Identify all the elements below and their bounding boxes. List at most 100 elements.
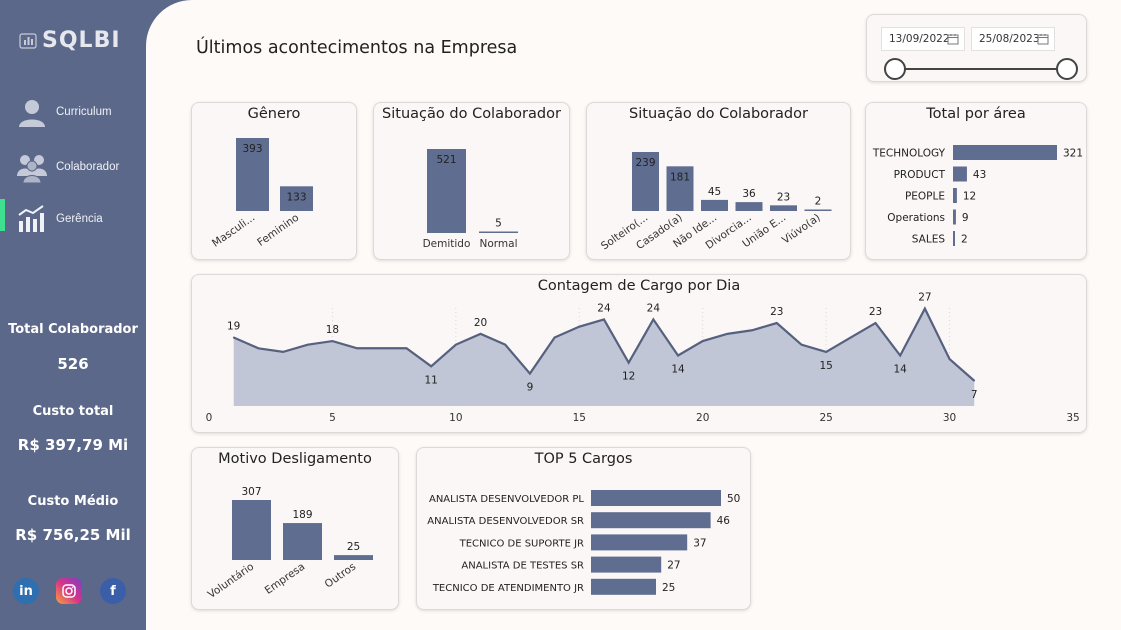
- data-point: [652, 318, 655, 321]
- data-point: [529, 372, 531, 375]
- data-point: [257, 347, 260, 350]
- facebook-icon[interactable]: f: [100, 578, 126, 604]
- data-point: [405, 347, 408, 350]
- data-point: [331, 340, 334, 342]
- tick-label: 10: [449, 412, 462, 424]
- calendar-icon[interactable]: [1037, 33, 1049, 45]
- bar: [953, 231, 955, 246]
- slider-start-handle[interactable]: [884, 58, 906, 80]
- tick-label: 35: [1066, 412, 1079, 424]
- bar: [334, 555, 373, 560]
- bar: [953, 209, 956, 225]
- data-label: 25: [347, 541, 360, 553]
- bar: [591, 490, 721, 506]
- bar: [591, 556, 662, 573]
- tick-label: SALES: [912, 234, 946, 246]
- logo-text: SQLBI: [42, 28, 121, 53]
- data-label: 12: [963, 191, 976, 203]
- tick-label: TECNICO DE SUPORTE JR: [459, 538, 584, 549]
- card-top5-cargos: TOP 5 Cargos ANALISTA DESENVOLVEDOR PL 50…: [416, 447, 751, 610]
- chart-title: Contagem de Cargo por Dia: [537, 278, 741, 294]
- calendar-icon[interactable]: [947, 33, 959, 45]
- chart-title: Total por área: [926, 106, 1026, 122]
- tick-label: Normal: [480, 238, 518, 250]
- data-label: 12: [622, 371, 635, 383]
- kpi-custo-total-value: R$ 397,79 Mi: [17, 436, 129, 454]
- bar: [735, 202, 763, 211]
- card-motivo-desligamento: Motivo Desligamento 307 Voluntário 189 Empr…: [191, 447, 399, 610]
- tick-label: Operations: [887, 212, 945, 224]
- data-label: 133: [286, 191, 306, 203]
- tick-label: PEOPLE: [905, 191, 945, 203]
- chart-total-area: TECHNOLOGY 321 PRODUCT 43 PEOPLE 12 Operations…: [872, 145, 1083, 246]
- nav-colaborador[interactable]: Colaborador: [0, 150, 146, 184]
- data-label: 521: [436, 154, 456, 166]
- data-label: 5: [495, 218, 502, 230]
- end-date-field[interactable]: 25/08/2023: [971, 27, 1055, 51]
- instagram-icon[interactable]: [56, 578, 82, 604]
- data-point: [775, 322, 778, 324]
- bar: [591, 534, 688, 551]
- data-label: 18: [326, 324, 339, 336]
- data-label: 27: [667, 560, 680, 572]
- chart-top5-cargos: ANALISTA DESENVOLVEDOR PL 50 ANALISTA DESE…: [427, 490, 740, 595]
- data-point: [282, 351, 284, 353]
- chart-genero: 393 Masculi... 133 Feminino: [210, 138, 313, 250]
- data-label: 23: [770, 306, 783, 318]
- bar: [232, 500, 271, 560]
- sidebar: SQLBI Curriculum Colaborador Gerência T: [0, 0, 146, 630]
- data-point: [603, 318, 605, 321]
- data-point: [455, 343, 457, 346]
- data-point: [924, 307, 926, 310]
- data-label: 50: [727, 493, 740, 505]
- page-title: Últimos acontecimentos na Empresa: [196, 38, 518, 58]
- bar: [427, 149, 466, 233]
- chart-title: Motivo Desligamento: [218, 451, 372, 467]
- tick-label: ANALISTA DESENVOLVEDOR SR: [427, 516, 584, 527]
- data-point: [627, 361, 630, 364]
- data-label: 15: [819, 360, 832, 372]
- tick-label: 20: [696, 412, 709, 424]
- date-range-slider[interactable]: [867, 55, 1088, 83]
- data-label: 36: [742, 188, 756, 200]
- nav-curriculum[interactable]: Curriculum: [0, 95, 146, 129]
- data-point: [504, 343, 507, 346]
- kpi-total-colaborador-value: 526: [57, 355, 89, 373]
- linkedin-icon[interactable]: in: [13, 578, 39, 604]
- person-icon: [19, 100, 45, 127]
- nav-active-indicator: [0, 199, 5, 231]
- data-label: 19: [227, 320, 240, 332]
- data-label: 23: [777, 191, 790, 203]
- data-label: 321: [1063, 148, 1083, 160]
- tick-label: ANALISTA DESENVOLVEDOR PL: [429, 494, 584, 505]
- data-point: [479, 333, 482, 335]
- area-fill: [233, 308, 975, 406]
- bar: [283, 523, 322, 560]
- data-label: 25: [662, 582, 675, 594]
- data-point: [726, 333, 729, 335]
- nav-gerencia[interactable]: Gerência: [0, 202, 146, 236]
- kpi-custo-medio-value: R$ 756,25 Mil: [15, 526, 131, 544]
- nav-gerencia-label: Gerência: [56, 213, 103, 225]
- card-cargo-dia: Contagem de Cargo por Dia 0 5 10 15 20 25 30 35…: [191, 274, 1087, 433]
- logo-icon: [19, 32, 37, 49]
- data-label: 307: [241, 486, 261, 498]
- data-label: 239: [635, 157, 655, 169]
- slider-end-handle[interactable]: [1056, 58, 1078, 80]
- chart-title: Gênero: [247, 106, 301, 122]
- bar: [632, 152, 659, 211]
- tick-label: Voluntário: [206, 561, 256, 601]
- sqlbi-logo: SQLBI: [18, 28, 121, 53]
- data-label: 43: [973, 169, 986, 181]
- tick-label: Viúvo(a): [780, 212, 823, 247]
- chart-title: TOP 5 Cargos: [534, 451, 633, 467]
- bar: [953, 145, 1057, 160]
- start-date-field[interactable]: 13/09/2022: [881, 27, 965, 51]
- date-slicer: 13/09/2022 25/08/2023: [866, 14, 1087, 82]
- data-label: 27: [918, 292, 931, 304]
- card-total-area: Total por área TECHNOLOGY 321 PRODUCT 43 PEO…: [865, 102, 1087, 260]
- bar-chart-icon: [18, 205, 44, 232]
- data-label: 24: [647, 302, 661, 314]
- card-genero: Gênero 393 Masculi... 133 Feminino: [191, 102, 357, 260]
- data-label: 37: [693, 537, 706, 549]
